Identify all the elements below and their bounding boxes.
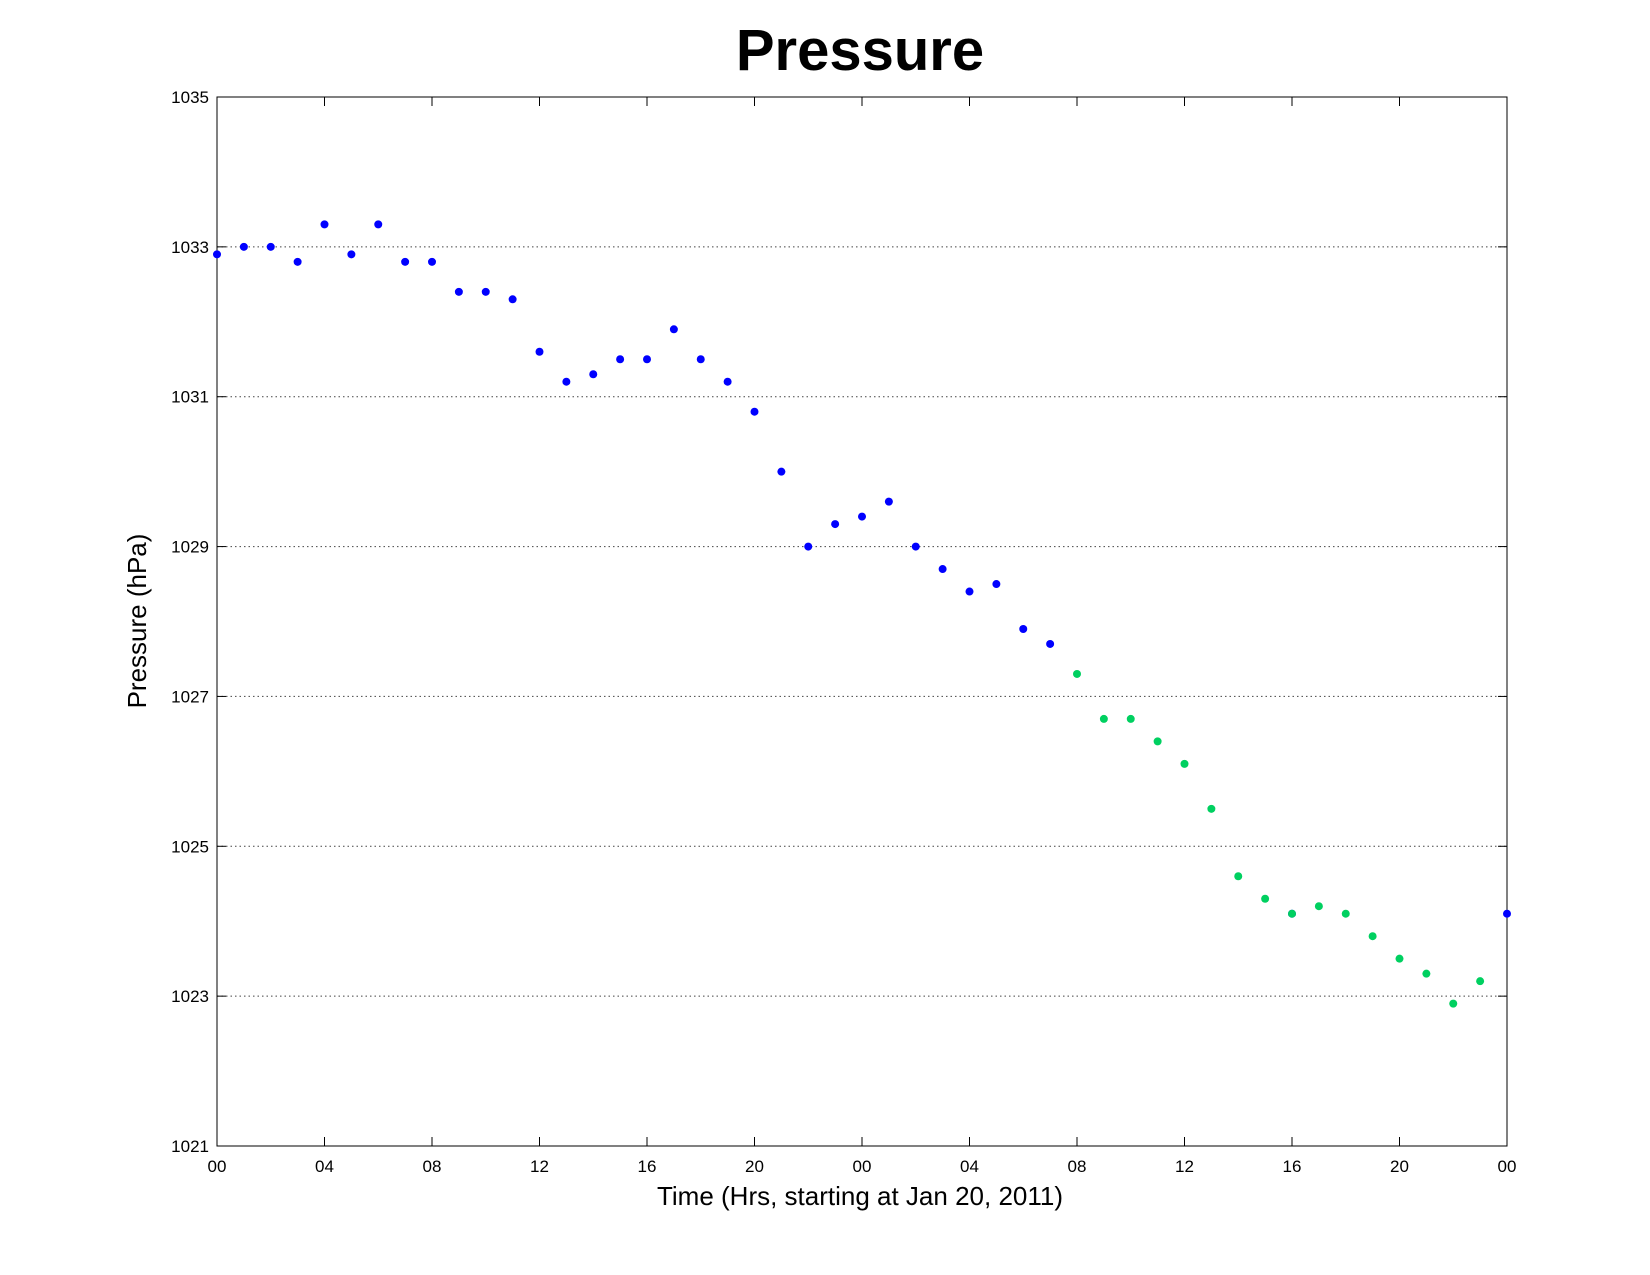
- plot-frame: [216, 96, 1508, 1147]
- data-point: [1019, 624, 1028, 633]
- data-points: [213, 220, 1511, 1008]
- data-point: [266, 242, 275, 251]
- x-tick-label: 08: [423, 1157, 442, 1176]
- data-point: [777, 467, 786, 476]
- data-point: [1288, 909, 1296, 918]
- data-point: [401, 257, 410, 266]
- data-point: [320, 220, 329, 229]
- data-point: [589, 370, 598, 379]
- y-axis-label: Pressure (hPa): [122, 534, 152, 709]
- data-point: [884, 497, 893, 506]
- y-tick-label: 1023: [171, 987, 209, 1006]
- x-tick-label: 00: [208, 1157, 227, 1176]
- data-point: [831, 520, 840, 529]
- data-point: [347, 250, 356, 259]
- data-point: [1153, 737, 1162, 746]
- data-point: [723, 377, 732, 386]
- y-tick-label: 1029: [171, 538, 209, 557]
- data-point: [1073, 669, 1081, 678]
- data-point: [804, 542, 813, 551]
- data-point: [1046, 639, 1055, 648]
- data-point: [508, 295, 517, 304]
- x-tick-label: 16: [1283, 1157, 1302, 1176]
- x-tick-label: 20: [745, 1157, 764, 1176]
- y-tick-label: 1033: [171, 238, 209, 257]
- y-tick-label: 1021: [171, 1137, 209, 1156]
- data-point: [616, 355, 625, 364]
- data-point: [1261, 894, 1270, 903]
- data-point: [1234, 872, 1243, 881]
- x-tick-label: 04: [315, 1157, 334, 1176]
- data-point: [1207, 804, 1216, 813]
- data-point: [1126, 714, 1135, 723]
- data-point: [1503, 909, 1511, 918]
- data-point: [696, 355, 705, 364]
- x-tick-label: 08: [1068, 1157, 1087, 1176]
- data-point: [965, 587, 974, 596]
- x-tick-label: 12: [530, 1157, 549, 1176]
- data-point: [454, 287, 463, 296]
- data-point: [1341, 909, 1350, 918]
- data-point: [1180, 759, 1189, 768]
- data-point: [858, 512, 866, 521]
- data-point: [750, 407, 759, 416]
- data-point: [1314, 902, 1323, 911]
- data-point: [428, 257, 436, 266]
- data-point: [992, 580, 1001, 589]
- data-point: [213, 250, 221, 259]
- axis-ticks: 1021 1023 1025 1027 1029 1031 1033 1035 00 04 08 12…: [171, 88, 1516, 1176]
- data-point: [1476, 977, 1485, 986]
- x-tick-label: 00: [1498, 1157, 1517, 1176]
- x-axis-label: Time (Hrs, starting at Jan 20, 2011): [657, 1181, 1063, 1211]
- data-point: [481, 287, 490, 296]
- data-point: [1395, 954, 1404, 963]
- x-tick-label: 04: [960, 1157, 979, 1176]
- data-point: [535, 347, 544, 356]
- chart-title: Pressure: [736, 18, 984, 83]
- data-point: [669, 325, 678, 334]
- data-point: [1449, 999, 1458, 1008]
- x-tick-label: 20: [1390, 1157, 1409, 1176]
- x-tick-label: 12: [1175, 1157, 1194, 1176]
- data-point: [1368, 932, 1377, 941]
- data-point: [911, 542, 920, 551]
- x-tick-label: 00: [853, 1157, 872, 1176]
- gridlines: [217, 246, 1507, 997]
- data-point: [562, 377, 571, 386]
- y-tick-label: 1025: [171, 837, 209, 856]
- y-tick-label: 1035: [171, 88, 209, 107]
- data-point: [293, 257, 302, 266]
- x-tick-label: 16: [638, 1157, 657, 1176]
- data-point: [1099, 714, 1108, 723]
- y-tick-label: 1031: [171, 388, 209, 407]
- y-tick-label: 1027: [171, 687, 209, 706]
- data-point: [938, 565, 947, 574]
- data-point: [1422, 969, 1431, 978]
- data-point: [239, 242, 248, 251]
- data-point: [374, 220, 383, 229]
- data-point: [643, 355, 651, 364]
